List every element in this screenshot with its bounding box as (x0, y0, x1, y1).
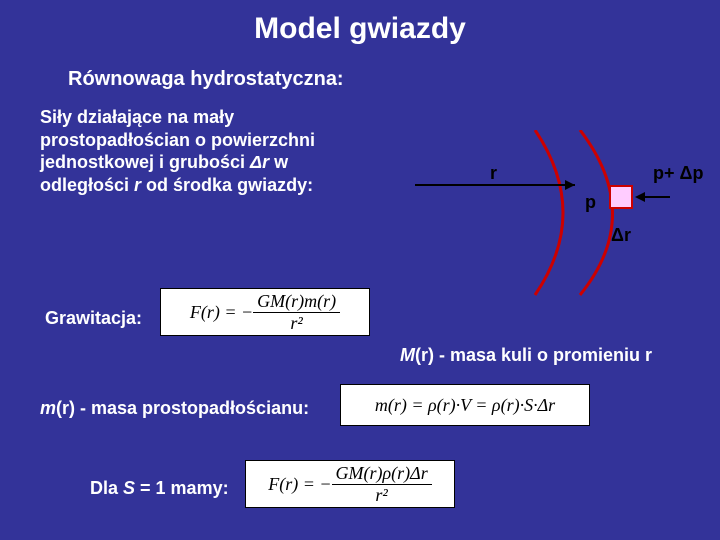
mp-r: (r) (56, 398, 75, 418)
f1-frac: GM(r)m(r) r² (253, 291, 340, 334)
diagram-svg (405, 130, 715, 300)
body-r: r (134, 175, 141, 195)
formula-mass: m(r) = ρ(r)·V = ρ(r)·S·Δr (340, 384, 590, 426)
f3-lhs: F(r) = − (268, 474, 331, 495)
diag-label-pdp: p+ Δp (653, 163, 703, 184)
gravitation-label: Grawitacja: (45, 308, 142, 329)
subtitle: Równowaga hydrostatyczna: (68, 68, 720, 91)
mb-m: M (400, 345, 415, 365)
body-post: od środka gwiazdy: (141, 175, 313, 195)
f3-num: GM(r)ρ(r)Δr (332, 463, 432, 485)
fs-post: = 1 mamy: (135, 478, 229, 498)
mass-prism-text: m(r) - masa prostopadłościanu: (40, 398, 309, 419)
formula-final: F(r) = − GM(r)ρ(r)Δr r² (245, 460, 455, 508)
diag-label-p: p (585, 192, 596, 213)
mp-post: - masa prostopadłościanu: (75, 398, 309, 418)
f1-lhs: F(r) = − (190, 302, 253, 323)
page-title: Model gwiazdy (0, 0, 720, 46)
for-s-text: Dla S = 1 mamy: (90, 478, 229, 499)
fs-s: S (123, 478, 135, 498)
body-text: Siły działające na mały prostopadłościan… (40, 106, 370, 196)
formula-gravitation: F(r) = − GM(r)m(r) r² (160, 288, 370, 336)
mass-ball-text: M(r) - masa kuli o promieniu r (400, 345, 652, 366)
mp-m: m (40, 398, 56, 418)
f1-den: r² (286, 313, 306, 334)
f3-den: r² (371, 485, 391, 506)
mb-post: - masa kuli o promieniu r (434, 345, 652, 365)
mb-r: (r) (415, 345, 434, 365)
f2-lhs: m(r) = ρ(r)·V = ρ(r)·S·Δr (375, 395, 555, 416)
fs-pre: Dla (90, 478, 123, 498)
diag-label-dr: Δr (611, 225, 631, 246)
shell-diagram: r p p+ Δp Δr (405, 130, 715, 290)
f3-frac: GM(r)ρ(r)Δr r² (332, 463, 432, 506)
body-dr: Δr (250, 152, 269, 172)
f1-num: GM(r)m(r) (253, 291, 340, 313)
diag-label-r: r (490, 163, 497, 184)
